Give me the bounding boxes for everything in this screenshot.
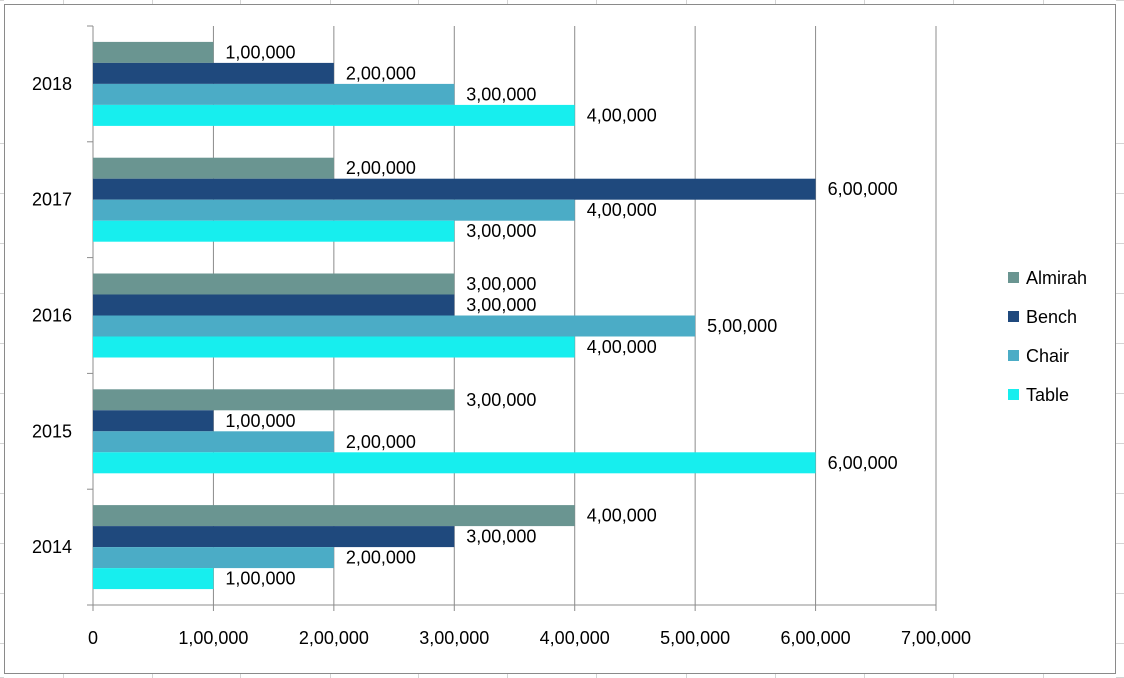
- bar-bench-2017: [93, 178, 816, 200]
- x-tick-label: 6,00,000: [781, 628, 851, 648]
- x-tick-label: 0: [88, 628, 98, 648]
- legend-label-almirah: Almirah: [1026, 268, 1087, 288]
- x-tick-label: 1,00,000: [178, 628, 248, 648]
- bar-bench-2015: [93, 410, 214, 432]
- data-label: 3,00,000: [466, 274, 536, 294]
- bar-almirah-2015: [93, 389, 455, 411]
- bar-table-2014: [93, 568, 214, 590]
- data-label: 3,00,000: [466, 390, 536, 410]
- bar-almirah-2014: [93, 505, 575, 527]
- bar-bench-2018: [93, 62, 334, 84]
- data-label: 4,00,000: [587, 337, 657, 357]
- bar-table-2017: [93, 220, 455, 242]
- legend-label-chair: Chair: [1026, 346, 1069, 366]
- data-label: 1,00,000: [225, 411, 295, 431]
- data-label: 2,00,000: [346, 63, 416, 83]
- bar-bench-2014: [93, 526, 455, 548]
- y-tick-label: 2018: [32, 74, 72, 94]
- data-label: 1,00,000: [225, 569, 295, 589]
- legend-swatch-almirah: [1008, 272, 1019, 283]
- x-tick-label: 5,00,000: [660, 628, 730, 648]
- y-tick-label: 2014: [32, 537, 72, 557]
- data-label: 2,00,000: [346, 158, 416, 178]
- legend-swatch-bench: [1008, 311, 1019, 322]
- data-label: 3,00,000: [466, 295, 536, 315]
- bar-table-2018: [93, 104, 575, 126]
- data-label: 6,00,000: [828, 453, 898, 473]
- x-tick-label: 3,00,000: [419, 628, 489, 648]
- bar-chair-2014: [93, 547, 334, 569]
- legend-swatch-chair: [1008, 350, 1019, 361]
- data-label: 3,00,000: [466, 84, 536, 104]
- bar-almirah-2018: [93, 41, 214, 63]
- data-label: 4,00,000: [587, 105, 657, 125]
- y-tick-label: 2015: [32, 421, 72, 441]
- data-label: 3,00,000: [466, 221, 536, 241]
- data-label: 2,00,000: [346, 432, 416, 452]
- data-label: 1,00,000: [225, 42, 295, 62]
- x-tick-label: 2,00,000: [299, 628, 369, 648]
- x-tick-label: 4,00,000: [540, 628, 610, 648]
- bar-chair-2016: [93, 315, 696, 337]
- bar-chair-2018: [93, 83, 455, 105]
- bar-table-2016: [93, 336, 575, 358]
- data-label: 6,00,000: [828, 179, 898, 199]
- bar-chair-2017: [93, 199, 575, 221]
- data-label: 4,00,000: [587, 200, 657, 220]
- bar-chair-2015: [93, 431, 334, 453]
- data-label: 5,00,000: [707, 316, 777, 336]
- bar-table-2015: [93, 452, 816, 474]
- x-tick-label: 7,00,000: [901, 628, 971, 648]
- bar-almirah-2017: [93, 157, 334, 179]
- legend-swatch-table: [1008, 389, 1019, 400]
- bar-almirah-2016: [93, 273, 455, 295]
- data-label: 3,00,000: [466, 527, 536, 547]
- legend-label-table: Table: [1026, 385, 1069, 405]
- data-label: 2,00,000: [346, 548, 416, 568]
- y-tick-label: 2016: [32, 306, 72, 326]
- legend-label-bench: Bench: [1026, 307, 1077, 327]
- bar-bench-2016: [93, 294, 455, 316]
- y-tick-label: 2017: [32, 190, 72, 210]
- data-label: 4,00,000: [587, 506, 657, 526]
